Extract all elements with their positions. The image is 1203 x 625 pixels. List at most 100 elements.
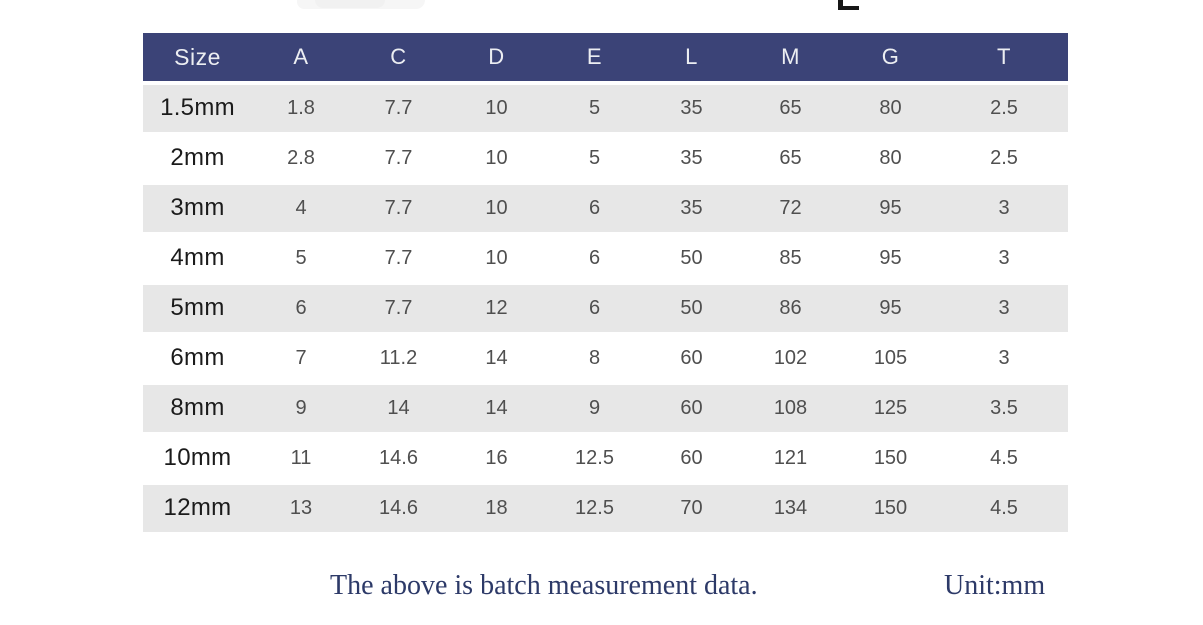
value-cell-c: 14.6 <box>350 483 447 535</box>
value-cell-e: 8 <box>546 333 643 385</box>
value-cell-g: 95 <box>841 183 940 235</box>
value-cell-m: 102 <box>740 333 841 385</box>
value-cell-l: 60 <box>643 333 740 385</box>
column-header-size: Size <box>143 33 252 85</box>
value-cell-g: 95 <box>841 283 940 335</box>
value-cell-d: 10 <box>447 133 546 185</box>
value-cell-d: 18 <box>447 483 546 535</box>
value-cell-t: 3 <box>940 183 1068 235</box>
value-cell-l: 50 <box>643 283 740 335</box>
value-cell-g: 150 <box>841 433 940 485</box>
size-cell: 8mm <box>143 383 252 435</box>
value-cell-l: 35 <box>643 83 740 135</box>
value-cell-t: 2.5 <box>940 83 1068 135</box>
column-header-d: D <box>447 33 546 85</box>
value-cell-a: 7 <box>252 333 350 385</box>
value-cell-t: 3 <box>940 333 1068 385</box>
value-cell-e: 5 <box>546 83 643 135</box>
table-row-3mm: 3mm 4 7.7 10 6 35 72 95 3 <box>143 183 1068 235</box>
value-cell-d: 14 <box>447 333 546 385</box>
value-cell-c: 7.7 <box>350 233 447 285</box>
value-cell-e: 12.5 <box>546 483 643 535</box>
value-cell-t: 3.5 <box>940 383 1068 435</box>
value-cell-e: 6 <box>546 183 643 235</box>
value-cell-l: 60 <box>643 383 740 435</box>
cropped-letter-fragment <box>838 0 859 10</box>
value-cell-a: 2.8 <box>252 133 350 185</box>
value-cell-c: 11.2 <box>350 333 447 385</box>
column-header-a: A <box>252 33 350 85</box>
table-row-1.5mm: 1.5mm 1.8 7.7 10 5 35 65 80 2.5 <box>143 83 1068 135</box>
size-cell: 1.5mm <box>143 83 252 135</box>
value-cell-a: 6 <box>252 283 350 335</box>
value-cell-l: 50 <box>643 233 740 285</box>
value-cell-c: 14 <box>350 383 447 435</box>
value-cell-l: 70 <box>643 483 740 535</box>
table-row-10mm: 10mm 11 14.6 16 12.5 60 121 150 4.5 <box>143 433 1068 485</box>
column-header-l: L <box>643 33 740 85</box>
value-cell-l: 35 <box>643 183 740 235</box>
value-cell-e: 12.5 <box>546 433 643 485</box>
value-cell-g: 80 <box>841 133 940 185</box>
value-cell-a: 11 <box>252 433 350 485</box>
value-cell-g: 125 <box>841 383 940 435</box>
column-header-t: T <box>940 33 1068 85</box>
size-cell: 3mm <box>143 183 252 235</box>
table-row-12mm: 12mm 13 14.6 18 12.5 70 134 150 4.5 <box>143 483 1068 535</box>
footer-unit-label: Unit:mm <box>944 570 1046 601</box>
value-cell-m: 86 <box>740 283 841 335</box>
value-cell-a: 1.8 <box>252 83 350 135</box>
letter-fragment-horizontal-stroke <box>838 6 859 10</box>
column-header-e: E <box>546 33 643 85</box>
value-cell-e: 6 <box>546 233 643 285</box>
value-cell-t: 4.5 <box>940 483 1068 535</box>
value-cell-t: 3 <box>940 233 1068 285</box>
table-row-4mm: 4mm 5 7.7 10 6 50 85 95 3 <box>143 233 1068 285</box>
value-cell-m: 121 <box>740 433 841 485</box>
value-cell-c: 14.6 <box>350 433 447 485</box>
footer-note: The above is batch measurement data. <box>330 570 758 601</box>
value-cell-m: 72 <box>740 183 841 235</box>
value-cell-l: 35 <box>643 133 740 185</box>
size-cell: 2mm <box>143 133 252 185</box>
value-cell-d: 16 <box>447 433 546 485</box>
value-cell-e: 9 <box>546 383 643 435</box>
column-header-c: C <box>350 33 447 85</box>
size-cell: 4mm <box>143 233 252 285</box>
value-cell-d: 14 <box>447 383 546 435</box>
table-header-row: Size A C D E L M G T <box>143 33 1068 85</box>
measurement-table: Size A C D E L M G T 1.5mm 1.8 7.7 10 5 35 65 80 2.5 2mm 2… <box>143 33 1068 535</box>
letter-fragment-vertical-stroke <box>838 0 843 10</box>
value-cell-a: 4 <box>252 183 350 235</box>
cropped-image-remnant <box>297 0 425 9</box>
value-cell-g: 80 <box>841 83 940 135</box>
size-cell: 12mm <box>143 483 252 535</box>
value-cell-c: 7.7 <box>350 183 447 235</box>
value-cell-c: 7.7 <box>350 83 447 135</box>
value-cell-e: 5 <box>546 133 643 185</box>
value-cell-d: 12 <box>447 283 546 335</box>
value-cell-m: 134 <box>740 483 841 535</box>
value-cell-g: 105 <box>841 333 940 385</box>
value-cell-t: 2.5 <box>940 133 1068 185</box>
value-cell-d: 10 <box>447 183 546 235</box>
value-cell-m: 65 <box>740 83 841 135</box>
size-cell: 5mm <box>143 283 252 335</box>
value-cell-t: 3 <box>940 283 1068 335</box>
table-row-8mm: 8mm 9 14 14 9 60 108 125 3.5 <box>143 383 1068 435</box>
value-cell-g: 150 <box>841 483 940 535</box>
value-cell-l: 60 <box>643 433 740 485</box>
value-cell-t: 4.5 <box>940 433 1068 485</box>
size-cell: 10mm <box>143 433 252 485</box>
table-row-5mm: 5mm 6 7.7 12 6 50 86 95 3 <box>143 283 1068 335</box>
column-header-m: M <box>740 33 841 85</box>
value-cell-a: 5 <box>252 233 350 285</box>
value-cell-g: 95 <box>841 233 940 285</box>
table-footer: The above is batch measurement data. Uni… <box>0 570 1203 610</box>
size-cell: 6mm <box>143 333 252 385</box>
value-cell-m: 65 <box>740 133 841 185</box>
value-cell-d: 10 <box>447 83 546 135</box>
table-row-6mm: 6mm 7 11.2 14 8 60 102 105 3 <box>143 333 1068 385</box>
value-cell-d: 10 <box>447 233 546 285</box>
